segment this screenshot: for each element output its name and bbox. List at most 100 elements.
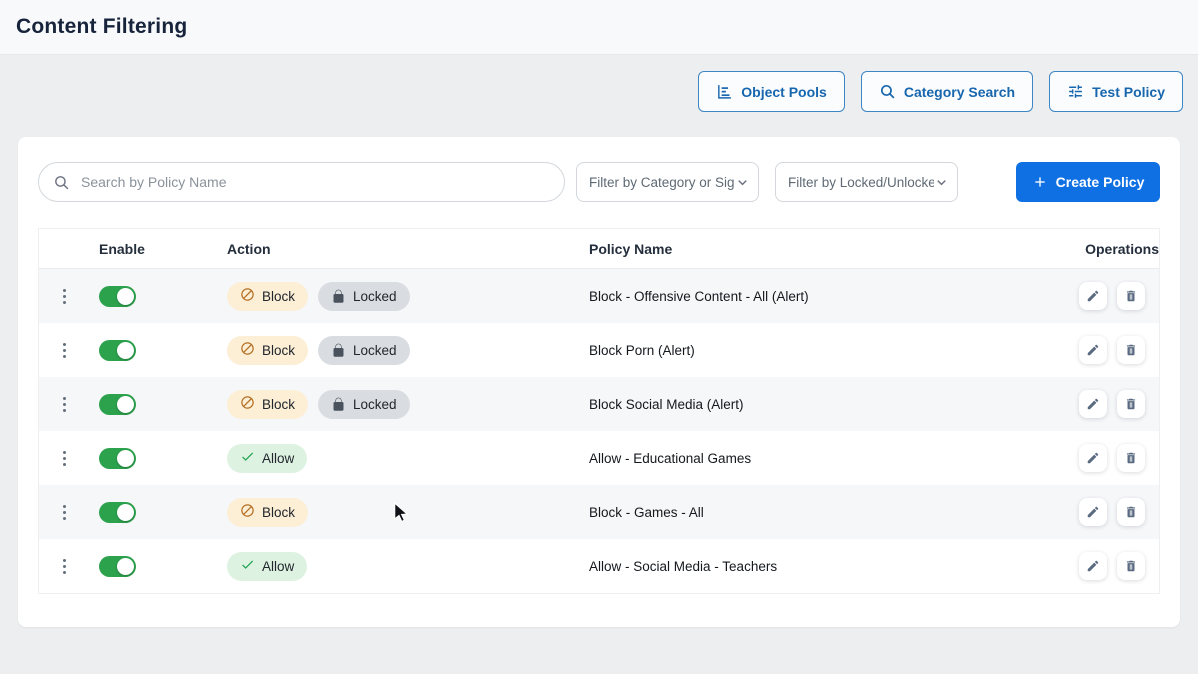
- enable-cell: [89, 501, 187, 523]
- page-title: Content Filtering: [16, 15, 188, 38]
- delete-button[interactable]: [1117, 282, 1145, 310]
- table-row: Block Locked Block - Offensive Content -…: [39, 269, 1159, 323]
- block-icon: [240, 341, 255, 359]
- operations-cell: [1063, 336, 1159, 364]
- chevron-down-icon: [735, 175, 750, 190]
- delete-button[interactable]: [1117, 336, 1145, 364]
- table-row: Block Locked Block Social Media (Alert): [39, 377, 1159, 431]
- kebab-menu-icon[interactable]: [58, 284, 71, 309]
- search-icon: [879, 83, 896, 100]
- operations-cell: [1063, 552, 1159, 580]
- edit-button[interactable]: [1079, 498, 1107, 526]
- pencil-icon: [1087, 398, 1099, 410]
- pencil-icon: [1087, 344, 1099, 356]
- trash-icon: [1126, 506, 1136, 518]
- policy-name: Block - Offensive Content - All (Alert): [589, 288, 809, 304]
- sliders-icon: [1067, 83, 1084, 100]
- table-row: Allow Allow - Social Media - Teachers: [39, 539, 1159, 593]
- header-operations: Operations: [1085, 240, 1159, 257]
- delete-button[interactable]: [1117, 390, 1145, 418]
- kebab-menu-icon[interactable]: [58, 338, 71, 363]
- search-icon: [53, 174, 70, 191]
- locked-badge: Locked: [318, 389, 410, 419]
- category-search-label: Category Search: [903, 83, 1016, 100]
- action-badge-label: Allow: [262, 558, 295, 574]
- enable-toggle[interactable]: [99, 447, 136, 469]
- enable-toggle[interactable]: [99, 501, 136, 523]
- locked-badge-label: Locked: [353, 342, 397, 358]
- operations-cell: [1063, 498, 1159, 526]
- trash-icon: [1126, 560, 1136, 572]
- action-badge: Allow: [227, 443, 308, 473]
- edit-button[interactable]: [1079, 282, 1107, 310]
- action-badge-label: Allow: [262, 450, 295, 466]
- policy-name: Allow - Social Media - Teachers: [589, 558, 778, 574]
- delete-button[interactable]: [1117, 444, 1145, 472]
- trash-icon: [1126, 452, 1136, 464]
- edit-button[interactable]: [1079, 444, 1107, 472]
- enable-toggle[interactable]: [99, 285, 136, 307]
- enable-cell: [89, 447, 187, 469]
- search-box: [38, 162, 565, 202]
- operations-cell: [1063, 444, 1159, 472]
- table-row: Block Block - Games - All: [39, 485, 1159, 539]
- action-cell: Block Locked: [187, 335, 589, 365]
- top-bar: Content Filtering: [0, 0, 1198, 55]
- kebab-menu-icon[interactable]: [58, 500, 71, 525]
- table-header-row: Enable Action Policy Name Operations: [39, 229, 1159, 269]
- create-policy-button[interactable]: Create Policy: [1016, 162, 1160, 202]
- test-policy-button[interactable]: Test Policy: [1049, 71, 1183, 112]
- operations-cell: [1063, 282, 1159, 310]
- edit-button[interactable]: [1079, 390, 1107, 418]
- kebab-menu-icon[interactable]: [58, 554, 71, 579]
- action-cell: Block Locked: [187, 281, 589, 311]
- trash-icon: [1126, 344, 1136, 356]
- action-badge: Block: [227, 281, 309, 311]
- enable-toggle[interactable]: [99, 339, 136, 361]
- lock-icon: [331, 289, 346, 304]
- chevron-down-icon: [934, 175, 949, 190]
- kebab-menu-icon[interactable]: [58, 392, 71, 417]
- operations-cell: [1063, 390, 1159, 418]
- edit-button[interactable]: [1079, 336, 1107, 364]
- policy-name: Block - Games - All: [589, 504, 704, 520]
- content-card: Filter by Category or Sig Filter by Lock…: [18, 137, 1180, 627]
- lock-icon: [331, 343, 346, 358]
- action-badge: Block: [227, 335, 309, 365]
- enable-toggle[interactable]: [99, 555, 136, 577]
- object-pools-button[interactable]: Object Pools: [698, 71, 845, 112]
- lock-icon: [331, 397, 346, 412]
- enable-cell: [89, 393, 187, 415]
- table-row: Allow Allow - Educational Games: [39, 431, 1159, 485]
- plus-icon: [1032, 174, 1048, 190]
- locked-filter-label: Filter by Locked/Unlocke: [788, 174, 934, 190]
- category-filter-select[interactable]: Filter by Category or Sig: [576, 162, 759, 202]
- pencil-icon: [1087, 290, 1099, 302]
- action-cell: Allow: [187, 443, 589, 473]
- policies-table: Enable Action Policy Name Operations Blo…: [38, 228, 1160, 594]
- trash-icon: [1126, 398, 1136, 410]
- create-policy-label: Create Policy: [1055, 174, 1145, 190]
- action-badge-label: Block: [262, 396, 296, 412]
- action-badge-label: Block: [262, 504, 296, 520]
- pencil-icon: [1087, 452, 1099, 464]
- pencil-icon: [1087, 506, 1099, 518]
- pencil-icon: [1087, 560, 1099, 572]
- controls-row: Filter by Category or Sig Filter by Lock…: [38, 162, 1160, 202]
- enable-cell: [89, 285, 187, 307]
- action-badge-label: Block: [262, 342, 296, 358]
- category-search-button[interactable]: Category Search: [860, 71, 1034, 112]
- enable-toggle[interactable]: [99, 393, 136, 415]
- delete-button[interactable]: [1117, 552, 1145, 580]
- kebab-menu-icon[interactable]: [58, 446, 71, 471]
- enable-cell: [89, 555, 187, 577]
- search-input[interactable]: [79, 173, 550, 191]
- object-pools-label: Object Pools: [741, 83, 827, 100]
- action-badge-label: Block: [262, 288, 296, 304]
- delete-button[interactable]: [1117, 498, 1145, 526]
- header-action: Action: [227, 240, 271, 257]
- locked-filter-select[interactable]: Filter by Locked/Unlocke: [775, 162, 958, 202]
- edit-button[interactable]: [1079, 552, 1107, 580]
- policy-name: Block Porn (Alert): [589, 342, 695, 358]
- action-cell: Allow: [187, 551, 589, 581]
